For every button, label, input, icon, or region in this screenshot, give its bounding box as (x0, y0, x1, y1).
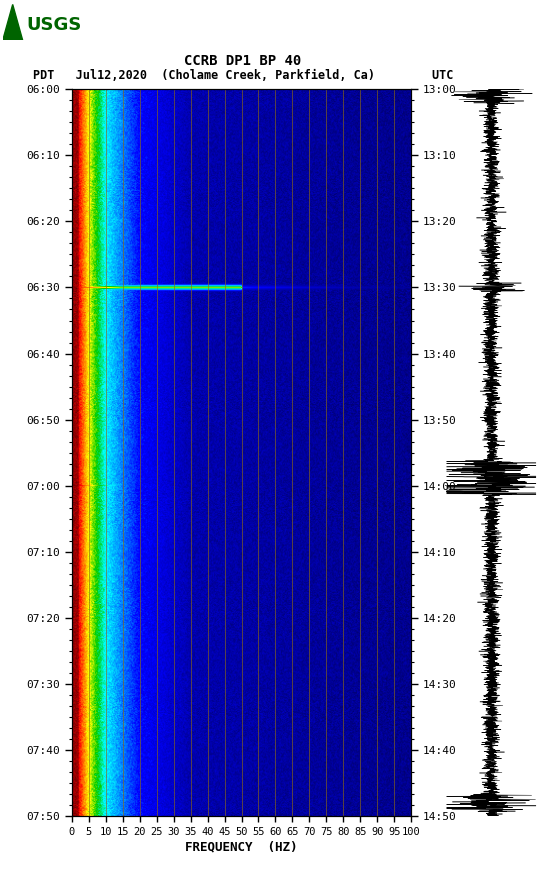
Text: PDT   Jul12,2020  (Cholame Creek, Parkfield, Ca)        UTC: PDT Jul12,2020 (Cholame Creek, Parkfield… (33, 70, 453, 82)
X-axis label: FREQUENCY  (HZ): FREQUENCY (HZ) (185, 841, 298, 854)
Text: USGS: USGS (26, 16, 82, 34)
Text: CCRB DP1 BP 40: CCRB DP1 BP 40 (184, 54, 301, 68)
Polygon shape (3, 4, 23, 40)
